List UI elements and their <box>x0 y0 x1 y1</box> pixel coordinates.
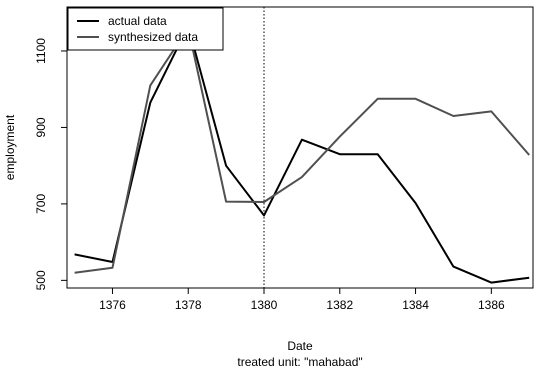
y-tick-label: 900 <box>34 117 48 137</box>
series-lines <box>74 25 530 284</box>
x-tick-label: 1384 <box>402 298 429 312</box>
y-tick-label: 700 <box>34 194 48 214</box>
legend: actual data synthesized data <box>67 7 224 51</box>
synthesized-data-line <box>74 27 530 274</box>
legend-box <box>67 7 224 51</box>
chart-subtitle: treated unit: "mahabad" <box>237 355 362 369</box>
x-tick-label: 1376 <box>99 298 126 312</box>
x-tick-label: 1380 <box>251 298 278 312</box>
y-tick-label: 1100 <box>34 38 48 64</box>
legend-label-synthesized: synthesized data <box>108 30 198 44</box>
x-tick-label: 1378 <box>175 298 202 312</box>
x-tick-label: 1386 <box>478 298 505 312</box>
actual-data-line <box>74 25 530 284</box>
y-tick-label: 500 <box>34 270 48 290</box>
axis-ticks: 1376 1378 1380 1382 1384 1386 500 700 900 1100 <box>34 38 505 312</box>
x-tick-label: 1382 <box>326 298 353 312</box>
legend-label-actual: actual data <box>108 14 167 28</box>
y-axis-title: employment <box>3 114 17 180</box>
plot-area-frame <box>66 6 534 289</box>
x-axis-title: Date <box>287 339 313 353</box>
